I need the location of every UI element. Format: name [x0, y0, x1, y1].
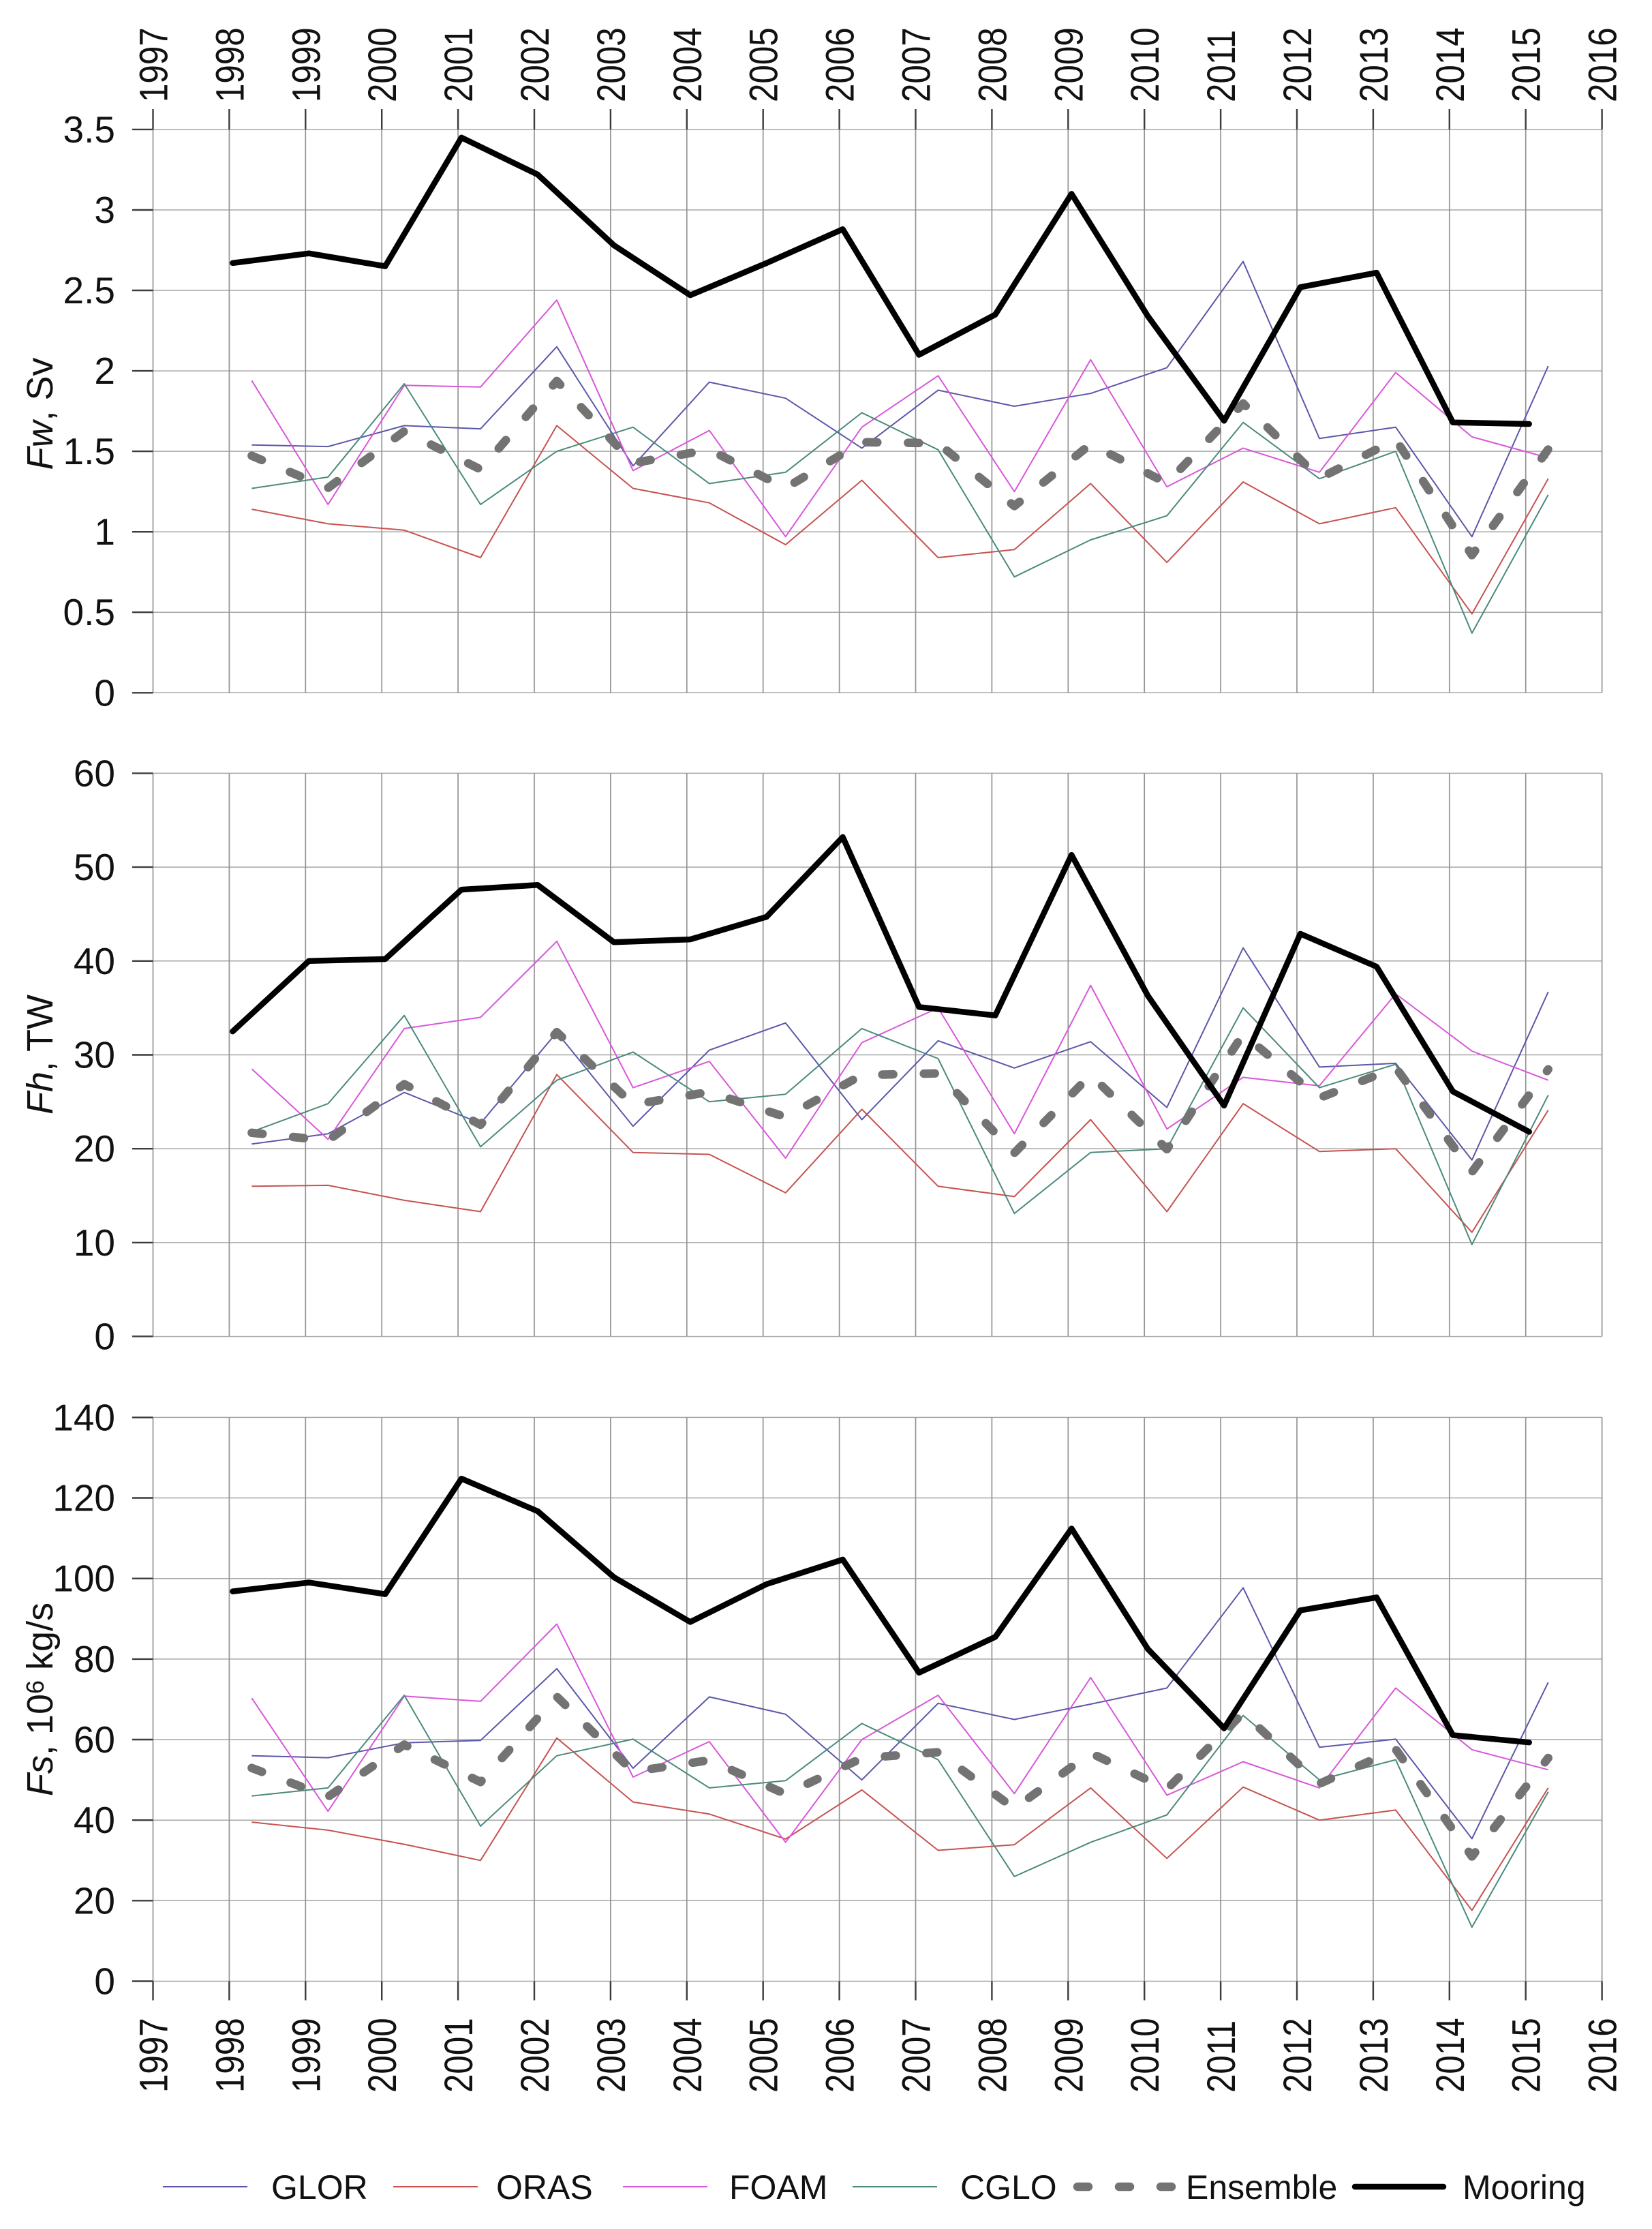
svg-text:2015: 2015 [1505, 27, 1549, 102]
svg-text:60: 60 [74, 1718, 115, 1761]
svg-text:2004: 2004 [666, 2018, 710, 2093]
svg-text:2014: 2014 [1428, 2018, 1473, 2093]
svg-text:1998: 1998 [209, 2018, 253, 2093]
svg-text:120: 120 [52, 1477, 115, 1519]
svg-text:0: 0 [94, 1316, 115, 1358]
svg-text:2013: 2013 [1352, 27, 1396, 102]
svg-text:3.5: 3.5 [63, 108, 115, 151]
svg-text:2011: 2011 [1199, 30, 1244, 102]
svg-text:2007: 2007 [895, 2018, 939, 2093]
svg-text:1999: 1999 [285, 27, 329, 102]
svg-text:2010: 2010 [1123, 27, 1167, 102]
svg-text:1997: 1997 [132, 27, 177, 102]
svg-text:GLOR: GLOR [271, 2168, 368, 2207]
svg-text:2008: 2008 [971, 2018, 1015, 2093]
svg-text:2: 2 [94, 350, 115, 392]
svg-text:20: 20 [74, 1879, 115, 1922]
svg-text:40: 40 [74, 940, 115, 982]
svg-text:2007: 2007 [895, 27, 939, 102]
svg-text:1.5: 1.5 [63, 430, 115, 472]
svg-text:2006: 2006 [819, 27, 863, 102]
svg-text:2014: 2014 [1428, 27, 1473, 102]
svg-text:2002: 2002 [513, 27, 557, 102]
svg-text:2013: 2013 [1352, 2018, 1396, 2093]
svg-text:2001: 2001 [437, 27, 481, 102]
svg-text:2002: 2002 [513, 2018, 557, 2093]
svg-text:2005: 2005 [742, 27, 786, 102]
svg-text:1999: 1999 [285, 2018, 329, 2093]
svg-text:2001: 2001 [437, 2018, 481, 2093]
svg-text:Fh, TW: Fh, TW [20, 995, 61, 1114]
svg-text:2003: 2003 [590, 2018, 634, 2093]
svg-text:2009: 2009 [1047, 2018, 1092, 2093]
svg-text:2010: 2010 [1123, 2018, 1167, 2093]
svg-text:2004: 2004 [666, 27, 710, 102]
svg-text:2016: 2016 [1581, 2018, 1625, 2093]
svg-text:2009: 2009 [1047, 27, 1092, 102]
svg-text:2000: 2000 [361, 27, 405, 102]
svg-text:0.5: 0.5 [63, 591, 115, 633]
svg-text:Fs, 106 kg/s: Fs, 106 kg/s [20, 1603, 61, 1796]
svg-text:1998: 1998 [209, 27, 253, 102]
svg-text:2006: 2006 [819, 2018, 863, 2093]
svg-text:2012: 2012 [1276, 2018, 1320, 2093]
svg-text:2011: 2011 [1199, 2020, 1244, 2093]
svg-text:100: 100 [52, 1558, 115, 1600]
svg-text:50: 50 [74, 846, 115, 888]
svg-text:2016: 2016 [1581, 27, 1625, 102]
svg-text:2008: 2008 [971, 27, 1015, 102]
svg-text:2012: 2012 [1276, 27, 1320, 102]
svg-text:80: 80 [74, 1638, 115, 1680]
svg-text:2.5: 2.5 [63, 269, 115, 312]
svg-text:0: 0 [94, 1960, 115, 2003]
svg-text:2005: 2005 [742, 2018, 786, 2093]
svg-text:3: 3 [94, 189, 115, 231]
svg-text:20: 20 [74, 1127, 115, 1170]
svg-text:ORAS: ORAS [496, 2168, 593, 2207]
svg-text:1997: 1997 [132, 2018, 177, 2093]
svg-text:140: 140 [52, 1396, 115, 1438]
svg-text:40: 40 [74, 1799, 115, 1841]
svg-text:30: 30 [74, 1034, 115, 1076]
svg-text:FOAM: FOAM [729, 2168, 827, 2207]
svg-text:Ensemble: Ensemble [1186, 2168, 1337, 2207]
svg-text:Mooring: Mooring [1463, 2168, 1586, 2207]
svg-text:1: 1 [94, 511, 115, 553]
svg-text:2015: 2015 [1505, 2018, 1549, 2093]
svg-text:60: 60 [74, 752, 115, 794]
svg-text:Fw, Sv: Fw, Sv [20, 357, 61, 470]
svg-text:2000: 2000 [361, 2018, 405, 2093]
svg-text:10: 10 [74, 1222, 115, 1264]
svg-text:2003: 2003 [590, 27, 634, 102]
svg-text:0: 0 [94, 671, 115, 714]
svg-text:CGLO: CGLO [960, 2168, 1057, 2207]
